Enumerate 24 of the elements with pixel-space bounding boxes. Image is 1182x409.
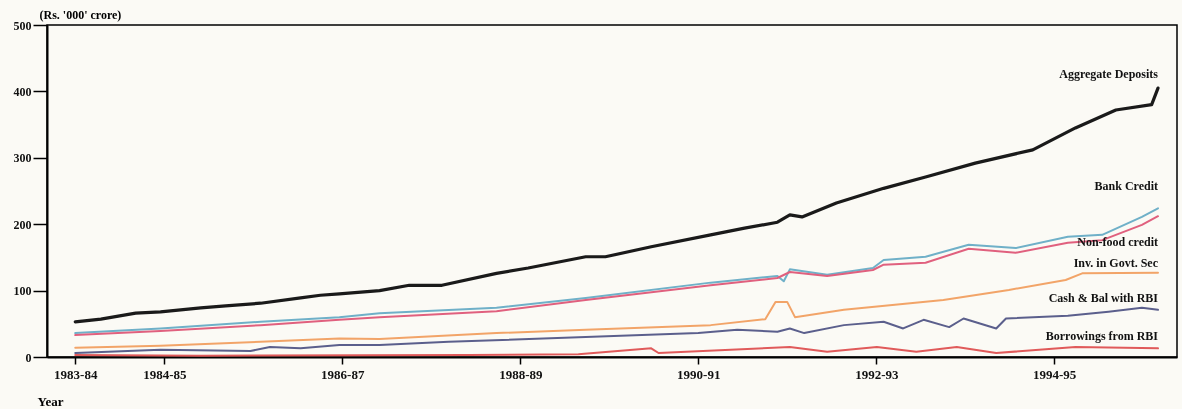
series-label: Inv. in Govt. Sec xyxy=(1073,255,1159,270)
y-tick-label: 200 xyxy=(13,217,32,232)
x-tick-label: 1986-87 xyxy=(321,366,365,382)
x-tick-label: 1990-91 xyxy=(677,366,721,382)
y-tick-label: 400 xyxy=(13,84,32,99)
x-tick-label: 1983-84 xyxy=(54,366,98,382)
y-tick-label: 300 xyxy=(13,151,32,166)
y-tick-label: 500 xyxy=(13,18,32,33)
line-series xyxy=(74,271,1159,349)
y-tick-label: 100 xyxy=(13,284,32,299)
series-label: Bank Credit xyxy=(1094,179,1158,194)
x-tick-label: 1992-93 xyxy=(855,366,900,382)
y-axis-title: (Rs. '000' crore) xyxy=(39,7,122,22)
series-label: Borrowings from RBI xyxy=(1045,329,1159,344)
series-label: Aggregate Deposits xyxy=(1059,67,1159,82)
x-tick-label: 1984-85 xyxy=(143,366,188,382)
x-tick-label: 1988-89 xyxy=(499,366,544,382)
line-series xyxy=(74,306,1159,355)
line-series xyxy=(74,346,1159,357)
y-tick-label: 0 xyxy=(25,350,32,365)
x-axis-title: Year xyxy=(37,393,64,409)
line-series xyxy=(73,86,1160,324)
series-label: Cash & Bal with RBI xyxy=(1048,290,1159,305)
x-tick-label: 1994-95 xyxy=(1033,366,1077,382)
